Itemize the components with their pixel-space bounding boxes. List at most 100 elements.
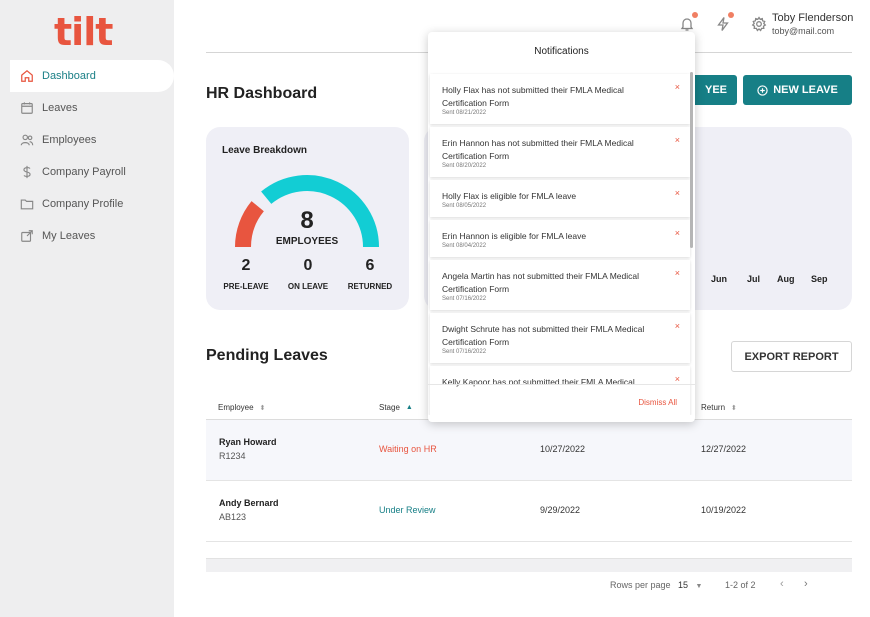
table-row[interactable]: Andy Bernard AB123 Under Review 9/29/202… — [206, 481, 852, 542]
notifications-divider — [428, 384, 695, 385]
notification-message: Dwight Schrute has not submitted their F… — [442, 324, 645, 347]
month-label: Jun — [711, 274, 728, 284]
notification-message: Kelly Kapoor has not submitted their FML… — [442, 377, 635, 387]
pending-leaves-title: Pending Leaves — [206, 347, 328, 364]
user-name[interactable]: Toby Flenderson — [772, 12, 854, 24]
sidebar-item-company-profile[interactable]: Company Profile — [0, 188, 174, 220]
activity-notification-dot — [728, 12, 734, 18]
next-page-icon[interactable]: › — [804, 578, 808, 590]
notification-item[interactable]: Holly Flax has not submitted their FMLA … — [430, 74, 690, 124]
column-header-label: Return — [701, 403, 726, 412]
employee-name: Ryan Howard — [219, 437, 277, 447]
sidebar-item-label: Company Profile — [42, 198, 124, 210]
gear-icon[interactable] — [751, 16, 767, 32]
start-date: 10/27/2022 — [540, 444, 586, 454]
rows-per-page-select[interactable]: 15 ▼ — [678, 580, 702, 590]
notification-date: Sent 08/05/2022 — [442, 203, 487, 209]
sidebar-item-label: Employees — [42, 134, 97, 146]
sidebar-item-my-leaves[interactable]: My Leaves — [0, 220, 174, 252]
sidebar-item-label: Leaves — [42, 102, 78, 114]
start-date: 9/29/2022 — [540, 505, 581, 515]
column-header-stage[interactable]: Stage ▲ — [379, 403, 413, 412]
bell-notification-dot — [692, 12, 698, 18]
folder-icon — [20, 197, 34, 211]
on-leave-label: ON LEAVE — [287, 282, 329, 291]
notification-item[interactable]: Erin Hannon is eligible for FMLA leave S… — [430, 220, 690, 257]
month-label: Sep — [811, 274, 828, 284]
column-header-return[interactable]: Return ⬍ — [701, 403, 737, 412]
notification-date: Sent 08/04/2022 — [442, 243, 487, 249]
leave-breakdown-card: Leave Breakdown 8 EMPLOYEES 2 PRE-LEAVE … — [206, 127, 409, 310]
sort-asc-icon: ▲ — [405, 404, 413, 411]
total-employees-label: EMPLOYEES — [275, 236, 339, 247]
pre-leave-label: PRE-LEAVE — [223, 282, 269, 291]
page-title: HR Dashboard — [206, 85, 318, 102]
notification-message: Erin Hannon has not submitted their FMLA… — [442, 138, 634, 161]
notifications-title: Notifications — [534, 46, 589, 57]
close-icon[interactable]: × — [674, 268, 680, 278]
table-scrollbar[interactable] — [206, 558, 852, 572]
returned-count: 6 — [365, 257, 375, 274]
add-employee-label: YEE — [704, 84, 727, 96]
user-email: toby@mail.com — [772, 26, 835, 36]
column-header-employee[interactable]: Employee ⬍ — [218, 403, 265, 412]
notification-date: Sent 08/20/2022 — [442, 163, 487, 169]
close-icon[interactable]: × — [674, 188, 680, 198]
gauge-pre-leave-arc — [235, 201, 265, 248]
column-header-label: Employee — [218, 403, 254, 412]
close-icon[interactable]: × — [674, 82, 680, 92]
sidebar-item-label: Company Payroll — [42, 166, 126, 178]
notifications-dropdown: Notifications Holly Flax has not submitt… — [428, 32, 695, 422]
notification-item[interactable]: Erin Hannon has not submitted their FMLA… — [430, 127, 690, 177]
sidebar-item-label: My Leaves — [42, 230, 96, 242]
notification-message: Holly Flax has not submitted their FMLA … — [442, 85, 624, 108]
lightning-icon[interactable] — [715, 16, 731, 32]
sidebar-item-leaves[interactable]: Leaves — [0, 92, 174, 124]
close-icon[interactable]: × — [674, 135, 680, 145]
tilt-logo[interactable]: tilt — [54, 10, 113, 54]
home-icon — [20, 69, 34, 83]
close-icon[interactable]: × — [674, 321, 680, 331]
notifications-list: Holly Flax has not submitted their FMLA … — [428, 72, 695, 415]
notification-message: Holly Flax is eligible for FMLA leave — [442, 191, 577, 201]
bell-icon[interactable] — [679, 16, 695, 32]
employee-id: AB123 — [219, 512, 247, 522]
new-leave-button[interactable]: NEW LEAVE — [743, 75, 852, 105]
calendar-icon — [20, 101, 34, 115]
notification-date: Sent 07/16/2022 — [442, 349, 487, 355]
notification-item[interactable]: Kelly Kapoor has not submitted their FML… — [430, 366, 690, 415]
return-date: 10/19/2022 — [701, 505, 747, 515]
close-icon[interactable]: × — [674, 374, 680, 384]
pre-leave-count: 2 — [241, 257, 251, 274]
notification-item[interactable]: Angela Martin has not submitted their FM… — [430, 260, 690, 310]
sidebar-nav: Dashboard Leaves Employees Company Payro… — [0, 60, 174, 252]
stage-status: Under Review — [379, 505, 436, 515]
notification-date: Sent 08/21/2022 — [442, 110, 487, 116]
notification-message: Erin Hannon is eligible for FMLA leave — [442, 231, 587, 241]
on-leave-count: 0 — [303, 257, 313, 274]
export-report-button[interactable]: EXPORT REPORT — [731, 341, 852, 372]
table-row[interactable]: Ryan Howard R1234 Waiting on HR 10/27/20… — [206, 420, 852, 481]
notification-item[interactable]: Holly Flax is eligible for FMLA leave Se… — [430, 180, 690, 217]
notifications-scrollbar[interactable] — [690, 72, 693, 248]
sidebar-item-label: Dashboard — [42, 70, 96, 82]
total-employees: 8 — [300, 207, 314, 234]
sidebar-item-employees[interactable]: Employees — [0, 124, 174, 156]
plus-circle-icon — [757, 84, 768, 96]
sidebar: tilt Dashboard Leaves Employees Company … — [0, 0, 174, 617]
sidebar-item-company-payroll[interactable]: Company Payroll — [0, 156, 174, 188]
dismiss-all-button[interactable]: Dismiss All — [638, 398, 677, 407]
dollar-icon — [20, 165, 34, 179]
external-link-icon — [20, 229, 34, 243]
close-icon[interactable]: × — [674, 228, 680, 238]
leave-breakdown-title: Leave Breakdown — [222, 145, 308, 156]
prev-page-icon[interactable]: ‹ — [780, 578, 784, 590]
stage-status: Waiting on HR — [379, 444, 437, 454]
users-icon — [20, 133, 34, 147]
leave-gauge — [235, 175, 379, 248]
sidebar-item-dashboard[interactable]: Dashboard — [10, 60, 174, 92]
rows-per-page-label: Rows per page — [610, 580, 671, 590]
notification-item[interactable]: Dwight Schrute has not submitted their F… — [430, 313, 690, 363]
employee-name: Andy Bernard — [219, 498, 279, 508]
returned-label: RETURNED — [347, 282, 393, 291]
